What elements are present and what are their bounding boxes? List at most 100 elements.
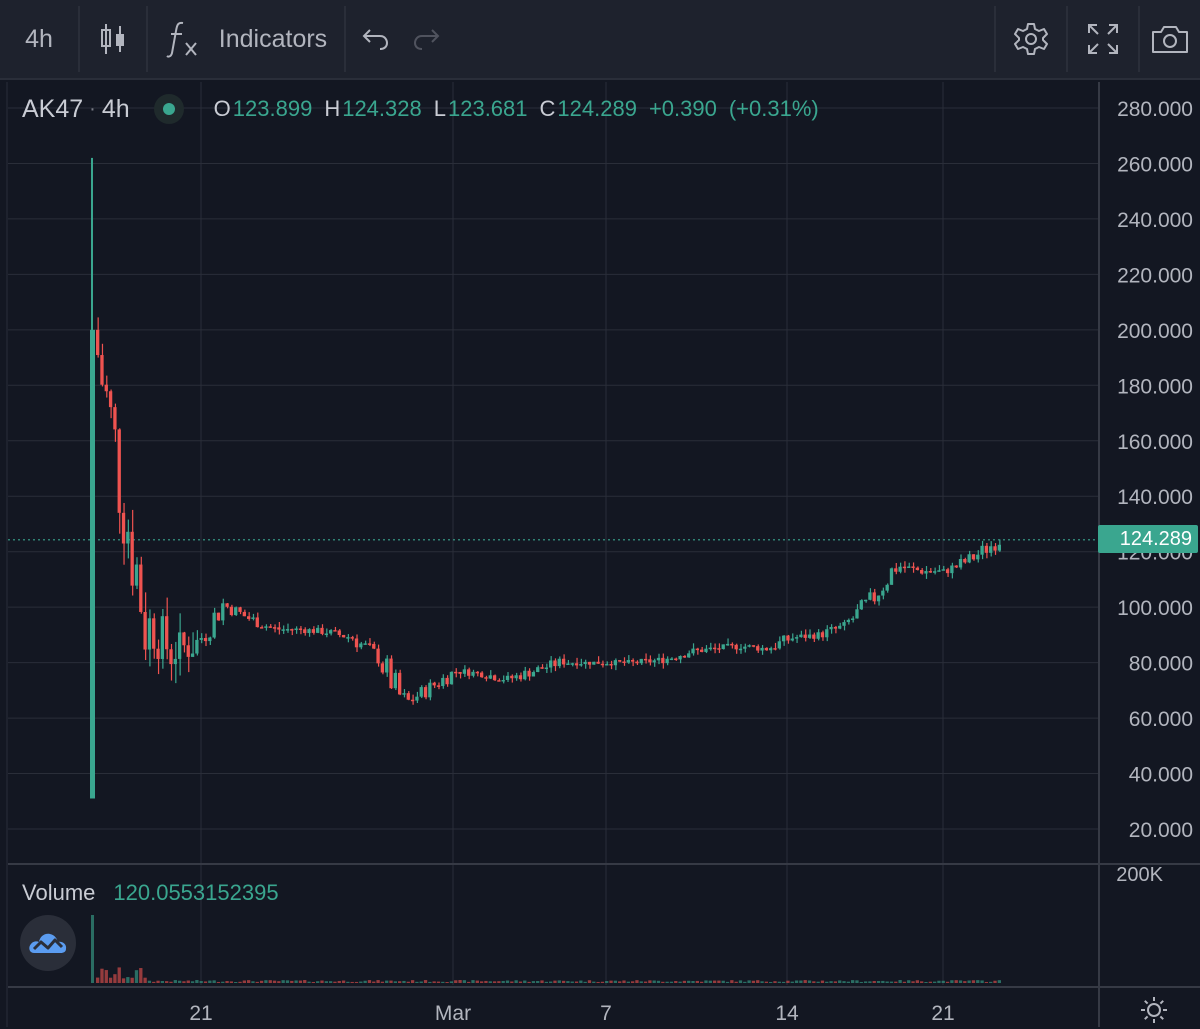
candle-body <box>574 663 579 666</box>
volume-bar <box>945 981 950 983</box>
volume-bar <box>328 981 333 983</box>
candle-body <box>863 599 868 602</box>
candle-body <box>682 655 687 658</box>
volume-bar <box>760 981 764 983</box>
candle-wick <box>727 638 729 646</box>
candle-wick <box>334 626 337 631</box>
chart-type-button[interactable] <box>80 0 146 78</box>
candle-wick <box>697 647 699 655</box>
candle-body <box>967 554 971 563</box>
fullscreen-button[interactable] <box>1068 0 1138 78</box>
indicators-button[interactable]: Indicators <box>148 0 344 78</box>
symbol-name[interactable]: AK47 <box>22 94 84 123</box>
volume-bar <box>967 980 971 983</box>
candle-body <box>743 646 747 649</box>
candle-body <box>889 568 894 585</box>
volume-bar <box>410 980 415 983</box>
candle-body <box>212 612 216 638</box>
candle-body <box>441 677 445 687</box>
candle-body <box>402 693 406 695</box>
candle-body <box>592 661 596 665</box>
volume-bar <box>372 981 376 983</box>
candle-body <box>730 643 734 646</box>
volume-bar <box>605 981 609 983</box>
candle-body <box>320 627 324 634</box>
volume-bar <box>639 981 643 983</box>
candle-body <box>281 629 285 631</box>
candle-body <box>725 643 730 646</box>
volume-bar <box>725 981 730 983</box>
candle-body <box>704 648 708 652</box>
candle-body <box>799 634 803 638</box>
candle-wick <box>287 623 289 633</box>
volume-bar <box>367 980 372 983</box>
candle-body <box>838 625 842 629</box>
volume-bar <box>656 980 661 983</box>
candle-body <box>277 627 281 630</box>
candle-body <box>471 671 475 676</box>
candle-body <box>328 630 333 634</box>
candle-body <box>398 672 402 695</box>
candle-wick <box>606 661 608 665</box>
candle-body <box>307 629 311 634</box>
scale-settings-button[interactable] <box>1140 996 1168 1029</box>
last-price-label: 124.289 <box>1098 525 1198 553</box>
market-status-icon[interactable] <box>153 94 184 124</box>
candle-wick <box>792 633 794 642</box>
candle-body <box>423 687 428 698</box>
candle-body <box>557 658 561 667</box>
candle-body <box>600 663 605 666</box>
candle-body <box>117 429 121 513</box>
candle-body <box>842 622 846 626</box>
volume-bar <box>497 981 501 983</box>
volume-bar <box>954 980 958 983</box>
volume-bar <box>134 970 139 983</box>
toolbar-divider <box>146 6 148 72</box>
candle-wick <box>934 567 936 575</box>
candle-body <box>484 677 488 679</box>
interval-selector[interactable]: 4h <box>0 0 78 78</box>
fx-icon <box>166 21 197 58</box>
candle-wick <box>930 568 932 573</box>
volume-bar <box>958 980 963 983</box>
candle-body <box>859 600 863 610</box>
candle-body <box>872 592 876 602</box>
candle-body <box>613 660 618 666</box>
volume-bar <box>255 981 259 983</box>
volume-bar <box>764 981 769 983</box>
candle-body <box>661 657 665 664</box>
candle-body <box>643 658 648 661</box>
candle-wick <box>567 659 570 665</box>
screenshot-button[interactable] <box>1140 0 1200 78</box>
candle-wick <box>261 625 263 628</box>
volume-bar <box>91 915 94 983</box>
redo-button[interactable] <box>404 0 450 78</box>
candle-body <box>372 643 376 649</box>
candle-body <box>225 603 229 607</box>
toolbar-divider <box>78 6 80 72</box>
candle-body <box>523 670 527 680</box>
candle-body <box>363 643 367 645</box>
candle-body <box>855 609 859 619</box>
volume-bar <box>553 980 557 983</box>
candle-body <box>825 629 829 638</box>
candle-body <box>544 667 548 670</box>
volume-bar <box>820 980 825 983</box>
volume-bar <box>743 981 747 983</box>
candle-body <box>445 677 449 685</box>
candle-body <box>609 663 613 666</box>
settings-button[interactable] <box>996 0 1066 78</box>
volume-bar <box>160 981 165 983</box>
volume-bar <box>678 981 682 983</box>
volume-bar <box>221 981 225 983</box>
volume-label[interactable]: Volume <box>22 880 96 905</box>
volume-bar <box>186 980 190 983</box>
redo-icon <box>413 29 440 50</box>
volume-bar <box>277 981 281 983</box>
candle-body <box>989 546 993 553</box>
tradingview-logo-button[interactable] <box>20 915 76 971</box>
volume-bar <box>833 981 838 983</box>
candle-wick <box>252 613 255 621</box>
undo-button[interactable] <box>352 0 398 78</box>
